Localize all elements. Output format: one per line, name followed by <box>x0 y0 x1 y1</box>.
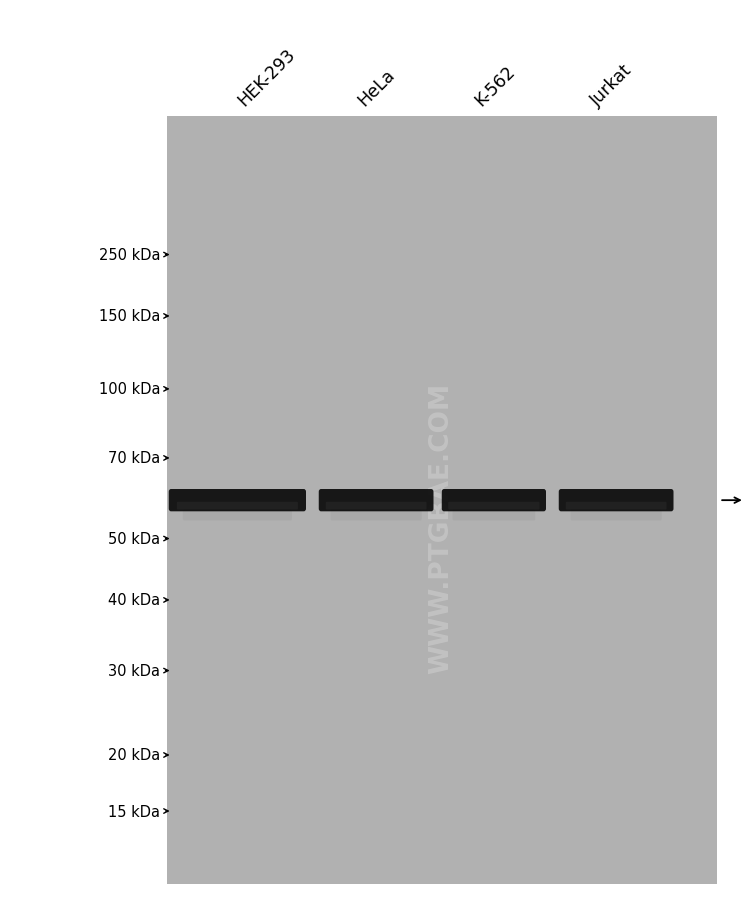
FancyBboxPatch shape <box>448 502 539 510</box>
Text: 100 kDa: 100 kDa <box>99 382 160 397</box>
Text: WWW.PTGBAE.COM: WWW.PTGBAE.COM <box>428 382 454 673</box>
Text: 250 kDa: 250 kDa <box>99 248 160 262</box>
Text: K-562: K-562 <box>471 63 518 110</box>
Text: HEK-293: HEK-293 <box>235 46 299 110</box>
FancyBboxPatch shape <box>169 490 306 511</box>
FancyBboxPatch shape <box>442 490 546 511</box>
Text: HeLa: HeLa <box>355 66 399 110</box>
Text: 15 kDa: 15 kDa <box>109 804 160 819</box>
Text: 70 kDa: 70 kDa <box>108 451 160 466</box>
FancyBboxPatch shape <box>331 509 422 521</box>
Text: 150 kDa: 150 kDa <box>99 309 160 324</box>
Text: 50 kDa: 50 kDa <box>108 531 160 547</box>
Bar <box>166 117 716 884</box>
FancyBboxPatch shape <box>183 509 292 521</box>
Text: 30 kDa: 30 kDa <box>109 663 160 678</box>
FancyBboxPatch shape <box>566 502 667 510</box>
Text: 40 kDa: 40 kDa <box>108 593 160 608</box>
FancyBboxPatch shape <box>559 490 674 511</box>
Text: 20 kDa: 20 kDa <box>108 748 160 763</box>
Text: Jurkat: Jurkat <box>587 61 636 110</box>
FancyBboxPatch shape <box>319 490 434 511</box>
FancyBboxPatch shape <box>571 509 662 521</box>
FancyBboxPatch shape <box>452 509 536 521</box>
FancyBboxPatch shape <box>326 502 427 510</box>
FancyBboxPatch shape <box>177 502 298 510</box>
